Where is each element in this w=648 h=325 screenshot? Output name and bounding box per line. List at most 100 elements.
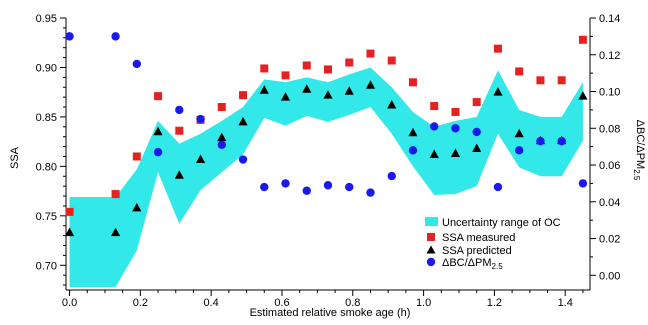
x-tick-label: 1.0 [416,297,431,309]
y-right-tick-label: 0.02 [599,234,620,246]
x-tick-label: 0.0 [62,297,77,309]
x-tick-label: 0.8 [345,297,360,309]
bc-pm-ratio-point [132,59,142,69]
bc-pm-ratio-point [366,188,375,197]
ssa-measured-point [493,44,502,53]
ssa-predicted-point [217,132,227,142]
bc-pm-ratio-point [514,146,524,155]
ssa-predicted-point [472,143,482,153]
ssa-measured-point [430,102,439,111]
y-left-tick-label: 0.95 [36,13,57,25]
ssa-measured-point [324,65,332,74]
uncertainty-band-layer [69,67,583,288]
bc-pm-ratio-point [408,146,418,155]
ssa-predicted-point [302,84,312,93]
y-right-tick-label: 0.00 [599,270,620,282]
ssa-predicted-point [153,126,163,136]
y-left-tick-label: 0.75 [36,211,57,223]
ssa-measured-point [578,35,587,44]
ssa-predicted-point [408,127,418,137]
bc-pm-ratio-point [578,179,588,188]
uncertainty-band [69,67,583,288]
bc-pm-ratio-point [260,182,269,192]
ssa-predicted-point [323,90,333,99]
ssa-measured-point [366,49,375,58]
bc-pm-ratio-point [153,147,163,157]
ssa-measured-point [302,61,311,70]
y-left-axis-title: SSA [9,146,21,169]
ssa-predicted-point [387,100,397,109]
legend-ssa-measured-label: SSA measured [442,232,515,244]
ssa-measured-point [408,78,417,87]
y-left-tick-label: 0.70 [36,260,57,272]
y-left-tick-label: 0.85 [36,112,57,124]
ssa-predicted-point [429,149,439,158]
x-tick-label: 0.6 [274,297,289,309]
legend-bc-pm-marker [426,257,436,267]
ssa-predicted-point [64,227,75,237]
bc-pm-ratio-point [557,136,566,146]
ssa-measured-point [345,58,354,67]
legend-band-label: Uncertainty range of OC [442,217,561,229]
legend-bc-pm-label-main: ΔBC/ΔPM [442,257,492,269]
ssa-measured-point [515,67,524,76]
legend-band-swatch [425,217,438,226]
bc-pm-ratio-point [217,140,226,150]
y-right-tick-label: 0.08 [599,123,620,135]
ssa-predicted-point [132,202,142,212]
axes-layer [60,17,596,296]
legend-ssa-predicted-label: SSA predicted [442,245,512,257]
ssa-measured-point [387,56,396,65]
legend-ssa-predicted-marker [426,245,436,254]
y-right-tick-label: 0.12 [599,50,620,62]
ssa-predicted-point [110,227,121,237]
bc-pm-ratio-point [430,122,439,131]
bc-pm-ratio-point [111,32,120,41]
tick-labels-layer: 0.0 0.2 0.4 0.6 0.8 1.0 1.2 1.4 0.70 0.75 0.80 0.85… [36,13,621,309]
ssa-predicted-point [344,86,354,95]
legend-bc-pm-label: ΔBC/ΔPM2.5 [442,257,503,271]
legend-ssa-measured-marker [427,233,435,241]
x-axis-title: Estimated relative smoke age (h) [250,307,411,319]
bc-pm-ratio-point [196,114,205,124]
legend-bc-pm-label-subscript: 2.5 [492,262,504,271]
y-right-axis-title-subscript: 2.5 [632,169,641,181]
ssa-predicted-point [238,116,248,126]
bc-pm-ratio-point [493,182,503,192]
ssa-predicted-point [493,87,503,96]
ssa-predicted-point [174,170,184,179]
ssa-measured-point [260,64,269,73]
bc-pm-ratio-point [451,124,460,133]
x-tick-label: 0.4 [204,297,219,309]
bc-pm-ratio-point [302,186,311,195]
x-tick-label: 1.4 [558,297,573,309]
x-tick-label: 0.2 [133,297,148,309]
y-right-axis-title-main: ΔBC/ΔPM [634,120,646,170]
ssa-predicted-point [450,148,461,158]
y-right-tick-label: 0.14 [599,13,620,25]
x-tick-label: 1.2 [487,297,502,309]
y-right-tick-label: 0.10 [599,87,620,99]
y-left-tick-label: 0.90 [36,62,57,74]
ssa-measured-point [175,126,184,135]
ssa-measured-point [217,103,226,112]
marks-layer [64,32,588,237]
y-right-axis-title: ΔBC/ΔPM2.5 [632,120,646,181]
ssa-predicted-point [280,92,291,101]
ssa-predicted-point [259,85,269,94]
ssa-measured-point [132,152,141,161]
bc-pm-ratio-point [387,171,396,181]
bc-pm-ratio-point [472,127,481,137]
ssa-predicted-point [578,91,588,100]
y-right-tick-label: 0.04 [599,197,620,209]
ssa-measured-point [111,190,120,199]
ssa-measured-point [65,207,74,216]
ssa-measured-point [472,98,481,107]
ssa-measured-point [451,107,460,116]
bc-pm-ratio-point [238,155,248,164]
ssa-measured-point [281,71,290,80]
legend: Uncertainty range of OC SSA measured SSA… [425,217,561,271]
ssa-measured-point [536,76,545,85]
